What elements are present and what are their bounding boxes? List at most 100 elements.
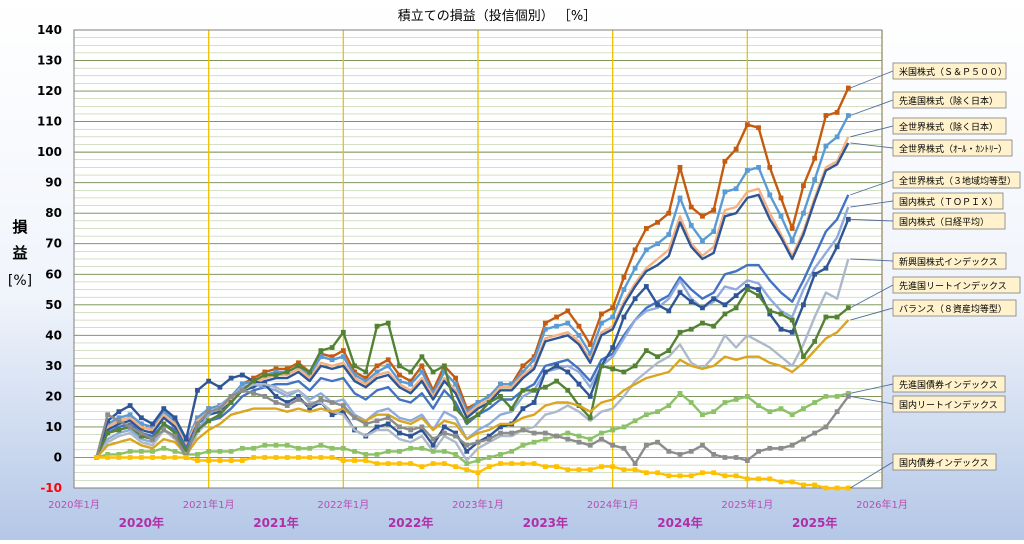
data-point [105, 455, 111, 460]
data-point [688, 223, 694, 228]
data-point [363, 378, 369, 384]
data-point [374, 369, 380, 375]
data-point [172, 415, 178, 421]
data-point [228, 375, 234, 381]
data-point [688, 400, 694, 405]
data-point [105, 430, 111, 436]
data-point [845, 305, 851, 311]
y-tick-label: 50 [45, 298, 62, 312]
data-point [599, 320, 604, 326]
legend-label: 国内債券インデックス [899, 457, 989, 469]
data-point [397, 448, 402, 454]
data-point [340, 409, 346, 415]
data-point [419, 445, 425, 451]
data-point [397, 424, 402, 430]
data-point [823, 394, 829, 399]
data-point [733, 473, 739, 479]
data-point [340, 329, 346, 335]
data-point [655, 409, 660, 415]
data-point [138, 421, 144, 427]
data-point [340, 445, 346, 451]
data-point [318, 354, 324, 360]
data-point [138, 430, 144, 436]
data-point [812, 430, 818, 436]
data-point [845, 390, 851, 396]
legend-label: バランス（８資産均等型） [899, 303, 1007, 315]
data-point [251, 445, 256, 451]
data-point [756, 293, 761, 299]
data-point [397, 461, 402, 466]
data-point [722, 189, 728, 195]
data-point [307, 445, 313, 451]
data-point [127, 424, 133, 430]
data-point [430, 448, 436, 454]
data-point [711, 470, 717, 476]
data-point [352, 369, 357, 375]
data-point [374, 323, 380, 329]
data-point [643, 348, 649, 353]
data-point [161, 409, 167, 415]
data-point [273, 366, 279, 372]
data-point [722, 302, 728, 308]
year-label: 2025年 [792, 515, 837, 530]
data-point [733, 146, 739, 152]
data-point [655, 219, 660, 225]
data-point [587, 394, 593, 399]
data-point [789, 329, 795, 335]
data-point [116, 452, 122, 457]
data-point [666, 403, 672, 408]
y-tick-label: -10 [40, 481, 62, 495]
data-point [340, 403, 346, 408]
data-point [486, 433, 492, 439]
data-point [733, 293, 739, 299]
data-point [352, 415, 357, 421]
x-tick-label: 2024年1月 [587, 498, 639, 511]
data-point [486, 436, 492, 442]
series-line [95, 206, 850, 459]
data-point [486, 394, 492, 399]
data-point [453, 430, 458, 436]
data-point [509, 461, 515, 466]
data-point [677, 165, 683, 170]
year-label: 2020年 [119, 515, 164, 530]
leader-line [850, 307, 894, 321]
data-point [183, 448, 189, 454]
data-point [643, 247, 649, 253]
data-point [688, 473, 694, 479]
data-point [812, 482, 818, 488]
data-point [105, 412, 111, 418]
x-tick-label: 2021年1月 [183, 498, 235, 511]
data-point [509, 406, 515, 412]
data-point [767, 445, 773, 451]
leader-line [850, 218, 894, 222]
series-group [94, 455, 851, 491]
data-point [621, 445, 627, 451]
leader-line [850, 99, 894, 116]
data-point [318, 351, 324, 357]
data-point [318, 348, 324, 353]
data-point [105, 452, 111, 457]
data-point [340, 354, 346, 360]
data-point [441, 369, 447, 375]
data-point [823, 424, 829, 430]
data-point [217, 448, 223, 454]
x-axis-ticks: 2020年1月 2021年1月 2022年1月 2023年1月 2024年1月 2025年… [48, 498, 908, 511]
leader-line [850, 258, 894, 262]
legend-box [892, 276, 1021, 294]
leader-line [850, 284, 894, 309]
data-point [756, 476, 761, 482]
legend-label: 新興国株式インデックス [899, 256, 998, 268]
data-point [834, 244, 840, 250]
data-point [486, 400, 492, 405]
data-point [408, 378, 414, 384]
data-point [812, 339, 818, 344]
data-point [688, 204, 694, 210]
data-point [531, 400, 537, 405]
data-point [677, 390, 683, 396]
legend-box [892, 91, 1007, 109]
data-point [374, 424, 380, 430]
data-point [453, 375, 458, 381]
data-point [666, 473, 672, 479]
legend: 米国株式（Ｓ＆Ｐ５００） 先進国株式（除く日本） 全世界株式（除く日本） 全世界株式（… [850, 62, 1021, 489]
data-point [206, 409, 212, 415]
